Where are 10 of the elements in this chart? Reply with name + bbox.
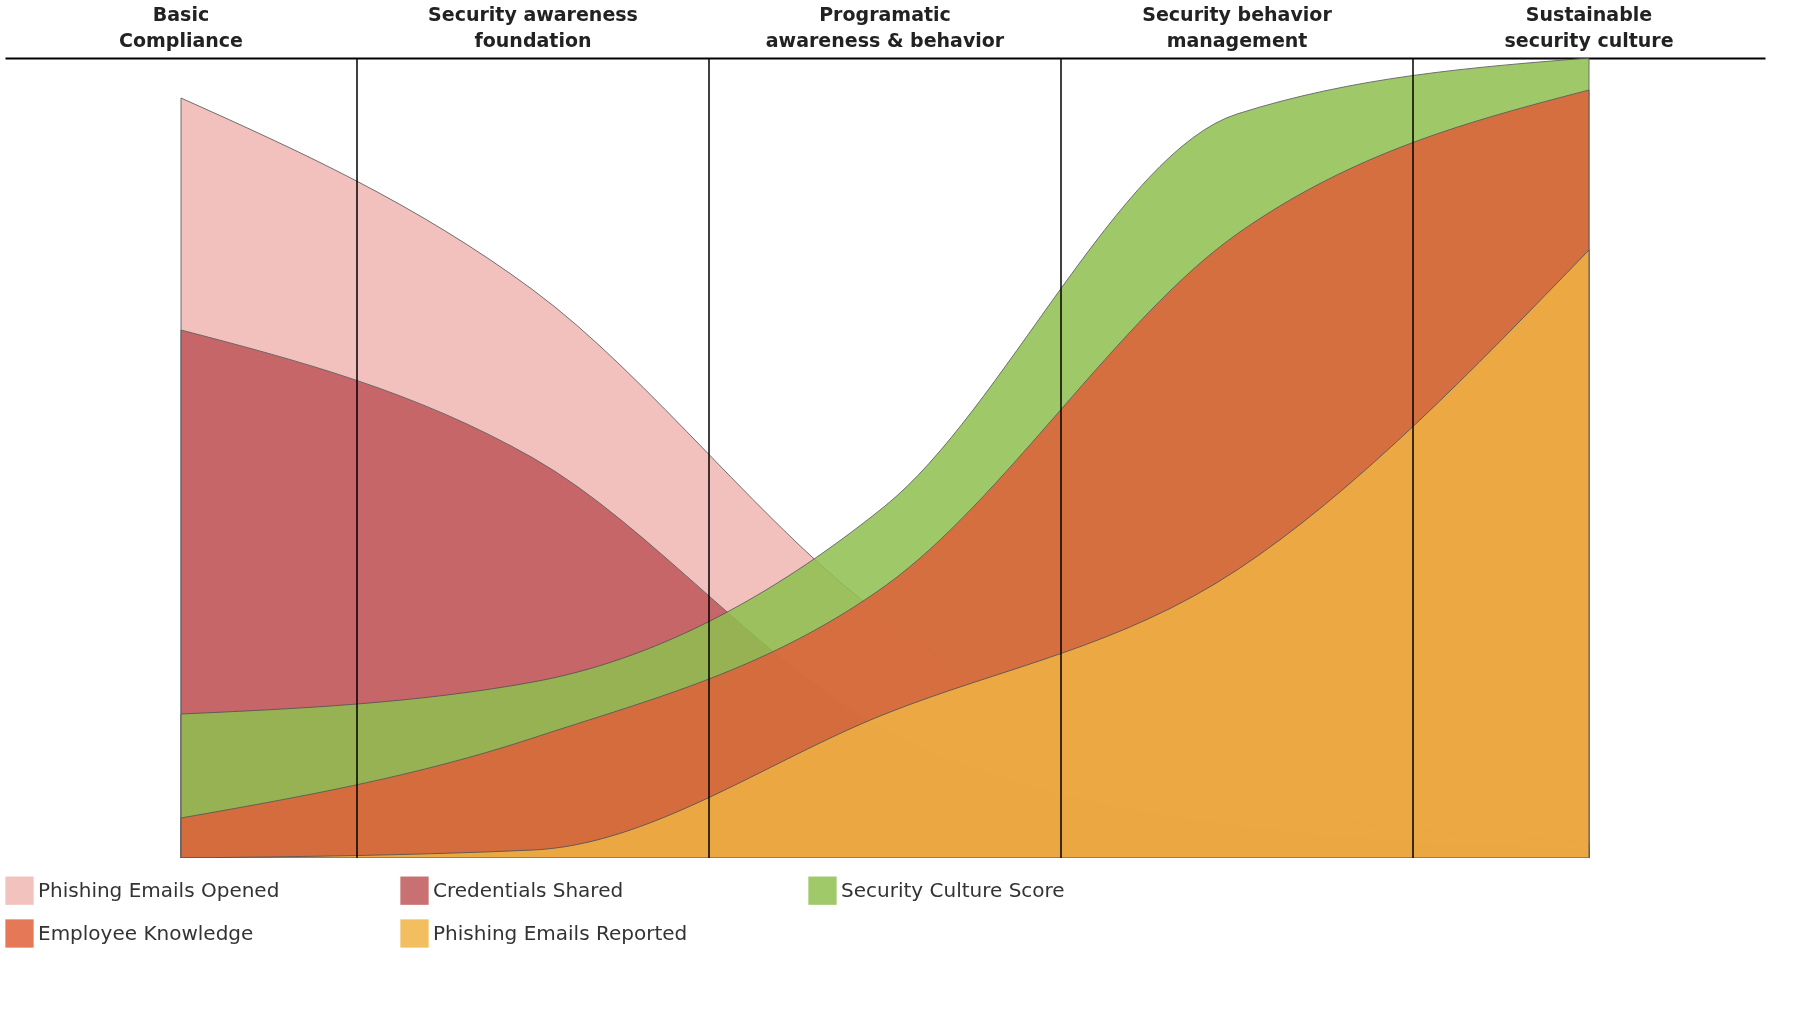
legend-label: Phishing Emails Reported bbox=[433, 920, 688, 945]
legend-label: Phishing Emails Opened bbox=[38, 877, 280, 902]
legend-label: Security Culture Score bbox=[841, 877, 1065, 902]
legend-label: Credentials Shared bbox=[433, 877, 624, 902]
x-tick-label: Security awareness foundation bbox=[428, 2, 638, 51]
x-tick-label: Sustainable security culture bbox=[1504, 2, 1674, 51]
x-tick-label: Basic Compliance bbox=[119, 2, 243, 51]
x-tick-label: Security behavior management bbox=[1142, 2, 1333, 51]
x-tick-label: Programatic awareness & behavior bbox=[765, 2, 1005, 51]
legend-label: Employee Knowledge bbox=[38, 920, 254, 945]
